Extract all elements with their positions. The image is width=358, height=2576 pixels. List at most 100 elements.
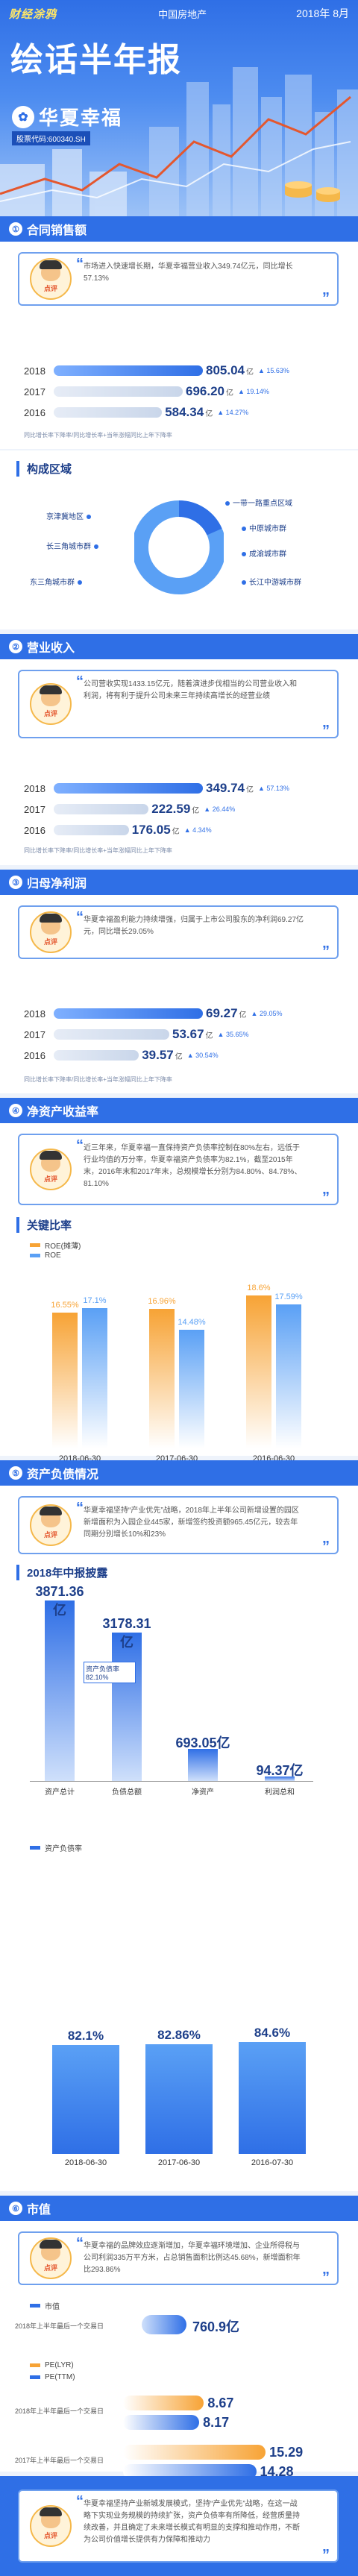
quote-close-icon: ” [322, 290, 330, 307]
roe-bar [276, 1304, 301, 1448]
year-label: 2017 [24, 1028, 45, 1040]
x-tick-label: 净资产 [192, 1788, 214, 1797]
value-label: 805.04 [206, 363, 245, 377]
region-title: 构成区域 [16, 461, 72, 477]
bar [54, 386, 183, 397]
quote-close-icon: ” [322, 2547, 330, 2563]
section-region: 构成区域 京津冀地区 长三角城市群 东三角城市群 一带一路重点区域 中原城市群 成渝城市群… [0, 450, 358, 629]
roe-bar [82, 1307, 107, 1448]
region-name: 长江中游城市群 [249, 579, 301, 587]
growth-label: ▲ 14.27% [217, 409, 249, 416]
category-label: 中国房地产 [158, 8, 207, 20]
chart-note: 同比增长率下降率/同比增长率+当年涨幅同比上年下降率 [24, 1076, 172, 1083]
comment-text: 公司营收实现1433.15亿元，随着演进步伐相当的公司营业收入和利润，将有利于提… [84, 680, 298, 700]
x-tick-label: 资产总计 [45, 1788, 75, 1797]
commentator-avatar: 点评 [30, 1504, 72, 1546]
roe-bar [246, 1295, 271, 1448]
section-title: 归母净利润 [27, 878, 87, 890]
x-tick-label: 利润总和 [265, 1788, 295, 1797]
legend-label: PE(LYR) [45, 2361, 74, 2369]
market-value-bar [142, 2315, 186, 2334]
bar [54, 804, 149, 814]
section-market: ⑥ 市值 点评 “ 华夏幸福的品牌效应逐渐增加，华夏幸福环境增加、企业所得税与公司… [0, 2196, 358, 2479]
growth-label: ▲ 19.14% [238, 388, 269, 395]
quote-open-icon: “ [76, 2235, 84, 2252]
city-skyline-illustration [0, 67, 358, 216]
quote-open-icon: “ [76, 673, 84, 690]
value-label: 222.59 [151, 802, 191, 816]
x-tick-label: 负债总额 [112, 1788, 142, 1797]
region-label: 长江中游城市群 [239, 576, 301, 587]
growth-label: ▲ 29.05% [251, 1010, 283, 1017]
commentator-avatar: 点评 [30, 2237, 72, 2279]
bar [54, 407, 163, 418]
data-label: 82.1% [67, 2029, 104, 2043]
value-label: 69.27 [206, 1006, 238, 1020]
region-name: 一带一路重点区域 [233, 500, 292, 508]
year-label: 2017 [24, 386, 45, 398]
value-label: 696.20 [186, 384, 224, 398]
row-label: 2018年上半年最后一个交易日 [15, 2322, 104, 2330]
growth-label: ▲ 35.65% [217, 1031, 249, 1038]
bar [54, 365, 203, 376]
leader-dot [87, 515, 91, 520]
legend-swatch [30, 2375, 40, 2379]
region-label: 京津冀地区 [46, 510, 94, 521]
hero-banner: 财经涂鸦 中国房地产 2018年 8月 绘话半年报 ✿ 华夏幸福 股票代码:60… [0, 0, 358, 216]
region-name: 中原城市群 [249, 525, 286, 533]
legend-label: PE(TTM) [45, 2373, 75, 2381]
ratio-bar [239, 2041, 306, 2154]
region-name: 长三角城市群 [46, 543, 91, 551]
year-label: 2018 [24, 365, 45, 377]
section-roe: ④ 净资产收益率 点评 “ 近三年来，华夏幸福一直保持资产负债率控制在80%左右，… [0, 1098, 358, 1463]
data-label: 82.86% [157, 2027, 201, 2042]
year-label: 2018 [24, 782, 45, 794]
data-label: 17.59% [274, 1292, 303, 1301]
bar [54, 1050, 139, 1061]
leader-dot [225, 501, 230, 506]
quote-close-icon: ” [322, 1190, 330, 1206]
annotation-label: 资产负债率 82.10% [84, 1662, 136, 1683]
top-bar: 财经涂鸦 中国房地产 2018年 8月 [0, 0, 358, 27]
x-tick-label: 2016-07-30 [251, 2158, 294, 2167]
year-label: 2016 [24, 1049, 45, 1061]
growth-label: ▲ 4.34% [183, 826, 212, 834]
section-header: ⑥ 市值 [0, 2196, 358, 2221]
region-label: 一带一路重点区域 [222, 497, 292, 508]
value-label: 14.28 [260, 2464, 294, 2479]
bar [54, 1008, 203, 1019]
leader-dot [242, 552, 246, 557]
section-profit: ③ 归母净利润 点评 “ 华夏幸福盈利能力持续增强，归属于上市公司股东的净利润69… [0, 870, 358, 1093]
unit-label: 亿 [246, 785, 254, 794]
region-label: 东三角城市群 [30, 576, 85, 587]
unit-label: 亿 [226, 389, 233, 398]
legend-item: 市值 [30, 2300, 60, 2311]
quote-open-icon: “ [76, 1137, 84, 1154]
bar-row: 2018 69.27 亿 ▲ 29.05% [24, 1005, 282, 1022]
x-tick-label: 2017-06-30 [157, 2158, 201, 2167]
region-donut-chart [134, 500, 224, 594]
quote-close-icon: ” [322, 723, 330, 739]
legend-item: PE(LYR) [30, 2361, 74, 2369]
bar-row: 2016 176.05 亿 ▲ 4.34% [24, 822, 212, 838]
bar-row: 2017 53.67 亿 ▲ 35.65% [24, 1026, 248, 1043]
bar-row: 2016 584.34 亿 ▲ 14.27% [24, 404, 248, 421]
stock-code: 股票代码:600340.SH [12, 131, 90, 145]
ratio-bar [145, 2043, 213, 2154]
quote-close-icon: ” [322, 943, 330, 960]
value-label: 584.34 [165, 405, 204, 419]
section-header: ④ 净资产收益率 [0, 1098, 358, 1123]
quote-open-icon: “ [76, 256, 84, 272]
legend-swatch [30, 1254, 40, 1257]
company-name: 华夏幸福 [39, 107, 123, 129]
comment-text: 华夏幸福盈利能力持续增强，归属于上市公司股东的净利润69.27亿元，同比增长29… [84, 916, 304, 936]
row-label: 2017年上半年最后一个交易日 [15, 2457, 104, 2464]
unit-label: 亿 [239, 1011, 247, 1020]
year-label: 2017 [24, 803, 45, 815]
unit-label: 亿 [175, 1052, 183, 1061]
section-title: 营业收入 [27, 642, 75, 655]
legend-item: 资产负债率 [30, 1842, 82, 1853]
comment-text: 华夏幸福的品牌效应逐渐增加，华夏幸福环境增加、企业所得税与公司利润335万平方米… [84, 2242, 301, 2274]
growth-label: ▲ 15.63% [258, 367, 289, 374]
